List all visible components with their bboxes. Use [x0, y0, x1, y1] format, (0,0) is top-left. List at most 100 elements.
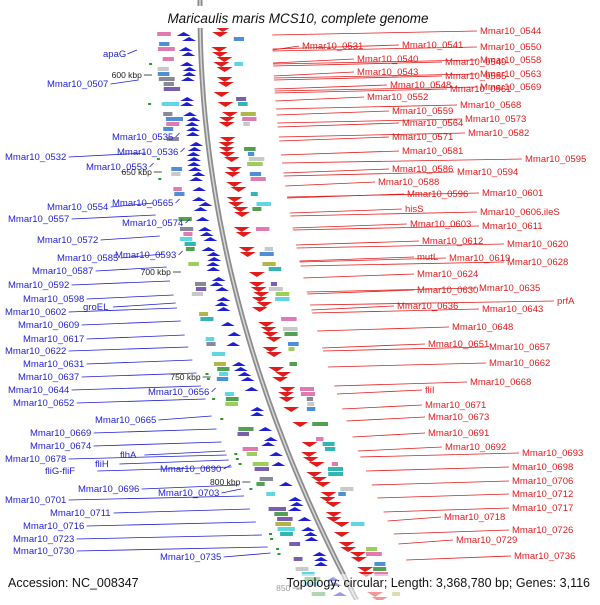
rna-marker: [148, 103, 152, 105]
forward-gene-arrow: [182, 67, 197, 71]
gene-label-right: Mmar10_0726: [512, 525, 573, 536]
forward-gene-arrow: [191, 197, 206, 201]
inner-feature-block: [163, 112, 173, 116]
inner-feature-block: [289, 542, 301, 546]
rna-marker: [235, 458, 239, 460]
reverse-gene-arrow: [212, 32, 229, 37]
left-leader-line: [141, 484, 240, 490]
gene-label-right: Mmar10_0651: [428, 339, 489, 350]
inner-feature-block: [205, 337, 215, 341]
inner-feature-block: [254, 467, 269, 471]
outer-feature-block: [238, 102, 248, 106]
gene-label-right: Mmar10_0691: [428, 428, 489, 439]
reverse-gene-arrow: [230, 187, 247, 192]
left-leader-line: [71, 385, 202, 391]
right-leader-line: [278, 132, 466, 138]
forward-gene-arrow: [233, 367, 248, 371]
left-leader-line: [76, 534, 262, 540]
forward-gene-arrow: [189, 142, 204, 146]
gene-label-right: Mmar10_0692: [445, 442, 506, 453]
gene-label-left: Mmar10_0617: [23, 334, 84, 345]
left-leader-line: [221, 488, 242, 494]
gene-label-right: Mmar10_0718: [444, 512, 505, 523]
right-leader-line: [281, 158, 523, 164]
rna-marker: [205, 373, 209, 375]
inner-feature-block: [295, 567, 309, 571]
gene-label-right: prfA: [557, 296, 575, 307]
forward-gene-arrow: [214, 302, 229, 306]
outer-feature-block: [306, 407, 316, 411]
outer-feature-block: [243, 122, 250, 126]
forward-gene-arrow: [197, 227, 212, 231]
left-leader-line: [127, 49, 138, 55]
inner-feature-block: [195, 282, 206, 286]
gene-label-right: Mmar10_0630: [417, 285, 478, 296]
left-leader-line: [68, 346, 189, 352]
left-leader-line: [158, 415, 212, 421]
right-leader-line: [393, 529, 510, 535]
inner-feature-block: [179, 237, 193, 241]
forward-gene-arrow: [312, 552, 327, 556]
gene-label-left: Mmar10_0723: [13, 534, 74, 545]
right-leader-line: [299, 257, 447, 263]
tick-label: 750 kbp: [170, 372, 201, 382]
forward-gene-arrow: [193, 207, 208, 211]
left-leader-line: [175, 132, 180, 138]
reverse-gene-arrow: [217, 102, 234, 107]
gene-label-right: Mmar10_0717: [512, 503, 573, 514]
rna-marker: [220, 418, 224, 420]
gene-label-right: Mmar10_0624: [417, 269, 478, 280]
reverse-gene-arrow: [218, 142, 235, 147]
forward-gene-arrow: [216, 307, 231, 311]
outer-feature-block: [264, 247, 273, 251]
gene-label-right: Mmar10_0611: [482, 221, 543, 232]
gene-label-right: hisS: [405, 204, 423, 215]
outer-feature-block: [322, 442, 335, 446]
gene-label-right: fliI: [425, 385, 435, 396]
outer-feature-block: [316, 437, 324, 441]
reverse-gene-arrow: [292, 422, 309, 427]
reverse-gene-arrow: [253, 292, 270, 297]
rna-marker: [277, 553, 281, 555]
forward-gene-arrow: [258, 427, 273, 431]
inner-feature-block: [157, 32, 171, 36]
feature-tracks: [148, 0, 401, 602]
reverse-gene-arrow: [232, 207, 249, 212]
inner-feature-block: [238, 427, 254, 431]
outer-feature-block: [268, 287, 283, 291]
reverse-gene-arrow: [308, 462, 325, 467]
inner-feature-block: [158, 47, 175, 51]
inner-feature-block: [237, 432, 249, 436]
outer-feature-block: [275, 292, 290, 296]
gene-label-left: Mmar10_0532: [5, 152, 66, 163]
accession-text: Accession: NC_008347: [8, 576, 139, 590]
gene-label-left: Mmar10_0674: [30, 441, 91, 452]
rna-marker: [212, 398, 216, 400]
rna-marker: [249, 488, 253, 490]
reverse-gene-arrow: [211, 47, 228, 52]
reverse-gene-arrow: [311, 477, 328, 482]
outer-feature-block: [300, 387, 314, 391]
left-leader-line: [112, 302, 176, 308]
forward-gene-arrow: [180, 77, 195, 81]
forward-gene-arrow: [271, 462, 286, 466]
left-leader-line: [149, 162, 154, 168]
reverse-gene-arrow: [325, 512, 342, 517]
gene-label-right: Mmar10_0586: [392, 164, 453, 175]
gene-label-left: Mmar10_0678: [5, 454, 66, 465]
reverse-gene-arrow: [333, 522, 350, 527]
gene-label-right: Mmar10_0569: [480, 82, 541, 93]
gene-label-right: Mmar10_0558: [480, 55, 541, 66]
gene-label-left: Mmar10_0690: [160, 464, 221, 475]
gene-label-right: Mmar10_0543: [357, 67, 418, 78]
right-leader-line: [275, 96, 365, 102]
right-leader-line: [272, 46, 478, 52]
gene-label-right: Mmar10_0601: [482, 188, 543, 199]
gene-label-left: Mmar10_0669: [30, 428, 91, 439]
right-leader-line: [287, 192, 480, 198]
reverse-gene-arrow: [262, 347, 279, 352]
left-leader-line: [211, 387, 216, 393]
forward-gene-arrow: [261, 442, 276, 446]
right-leader-line: [274, 88, 448, 94]
gene-label-right: Mmar10_0635: [479, 283, 540, 294]
